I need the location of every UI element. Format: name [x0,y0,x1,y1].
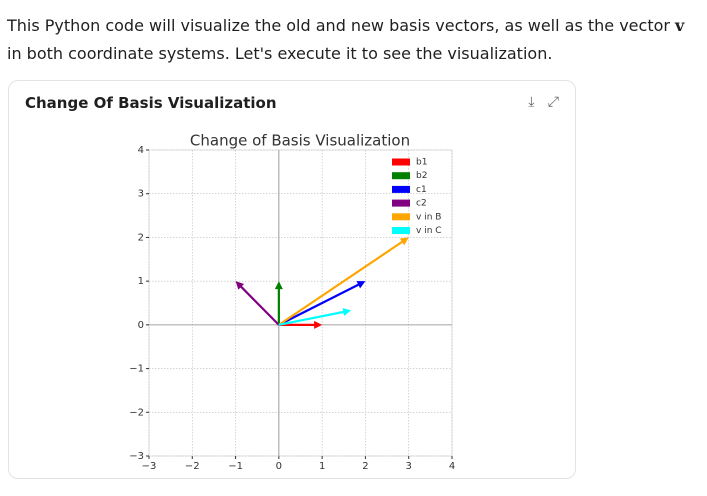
text: in both coordinate systems. Let's execut… [7,44,553,63]
y-tick-label: 2 [138,232,144,243]
y-tick-label: −2 [129,407,144,418]
legend-label: v in B [416,212,441,222]
x-tick-label: 4 [449,461,455,472]
visualization-card: Change Of Basis Visualization ⤓ ⤢ [8,80,576,479]
download-button[interactable]: ⤓ [528,94,535,110]
x-tick-label: 1 [319,461,325,472]
x-tick-label: −1 [228,461,243,472]
x-tick-label: 2 [362,461,368,472]
vector-arrow [274,281,283,325]
legend-label: b2 [416,171,427,181]
expand-button[interactable]: ⤢ [547,94,559,110]
card-title: Change Of Basis Visualization [25,94,277,112]
x-tick-label: −3 [142,461,157,472]
chart-title: Change of Basis Visualization [190,132,410,150]
legend-swatch [392,213,410,221]
legend-label: v in C [416,226,442,236]
legend-swatch [392,227,410,234]
vector-arrow [278,308,352,326]
x-tick-label: −2 [185,461,200,472]
y-tick-label: 4 [138,145,144,156]
legend-swatch [392,158,410,166]
vector-arrow [235,281,280,326]
x-tick-label: 3 [406,461,412,472]
legend-label: c2 [416,199,427,209]
y-tick-label: 0 [138,320,144,331]
legend-label: c1 [416,185,427,195]
legend-swatch [392,185,410,193]
y-tick-label: 3 [138,189,144,200]
card-actions: ⤓ ⤢ [528,94,559,110]
vector-arrow [278,281,366,326]
vector-arrow [278,320,323,329]
assistant-message: This Python code will visualize the old … [7,12,687,68]
legend-swatch [392,172,410,180]
text: This Python code will visualize the old … [7,16,676,35]
plot-area [148,149,453,457]
x-tick-label: 0 [276,461,282,472]
y-tick-label: 1 [138,276,144,287]
y-tick-label: −1 [129,364,144,375]
bold-vector: v [675,16,685,35]
legend-swatch [392,199,410,207]
vector-arrow [278,237,409,326]
y-tick-label: −3 [129,451,144,462]
legend-label: b1 [416,158,427,168]
